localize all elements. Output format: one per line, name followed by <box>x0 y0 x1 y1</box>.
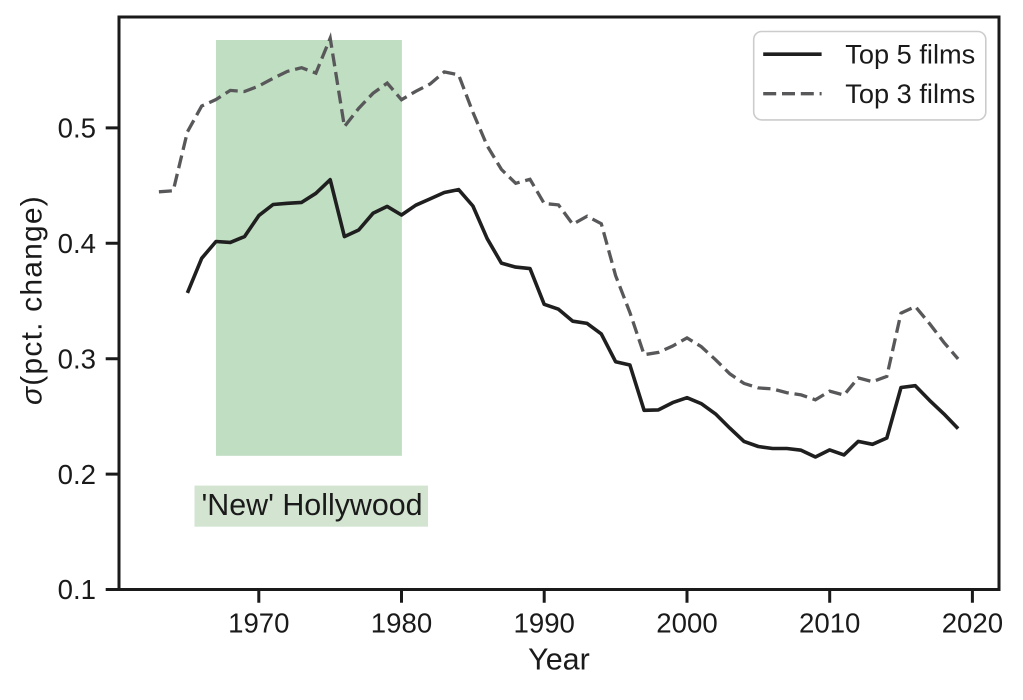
svg-text:1980: 1980 <box>371 608 432 639</box>
svg-text:2020: 2020 <box>942 608 1003 639</box>
svg-text:Top 5 films: Top 5 films <box>845 39 975 70</box>
svg-text:0.2: 0.2 <box>58 459 96 490</box>
svg-text:0.1: 0.1 <box>58 574 96 605</box>
svg-text:2000: 2000 <box>656 608 717 639</box>
svg-text:σ(pct. change): σ(pct. change) <box>16 195 49 405</box>
svg-text:0.5: 0.5 <box>58 113 96 144</box>
svg-text:1990: 1990 <box>514 608 575 639</box>
svg-text:0.4: 0.4 <box>58 228 96 259</box>
svg-text:'New' Hollywood: 'New' Hollywood <box>202 488 423 522</box>
svg-text:Year: Year <box>528 643 590 677</box>
svg-text:1970: 1970 <box>228 608 289 639</box>
svg-text:2010: 2010 <box>799 608 860 639</box>
svg-text:0.3: 0.3 <box>58 343 96 374</box>
svg-text:Top 3 films: Top 3 films <box>845 78 975 109</box>
